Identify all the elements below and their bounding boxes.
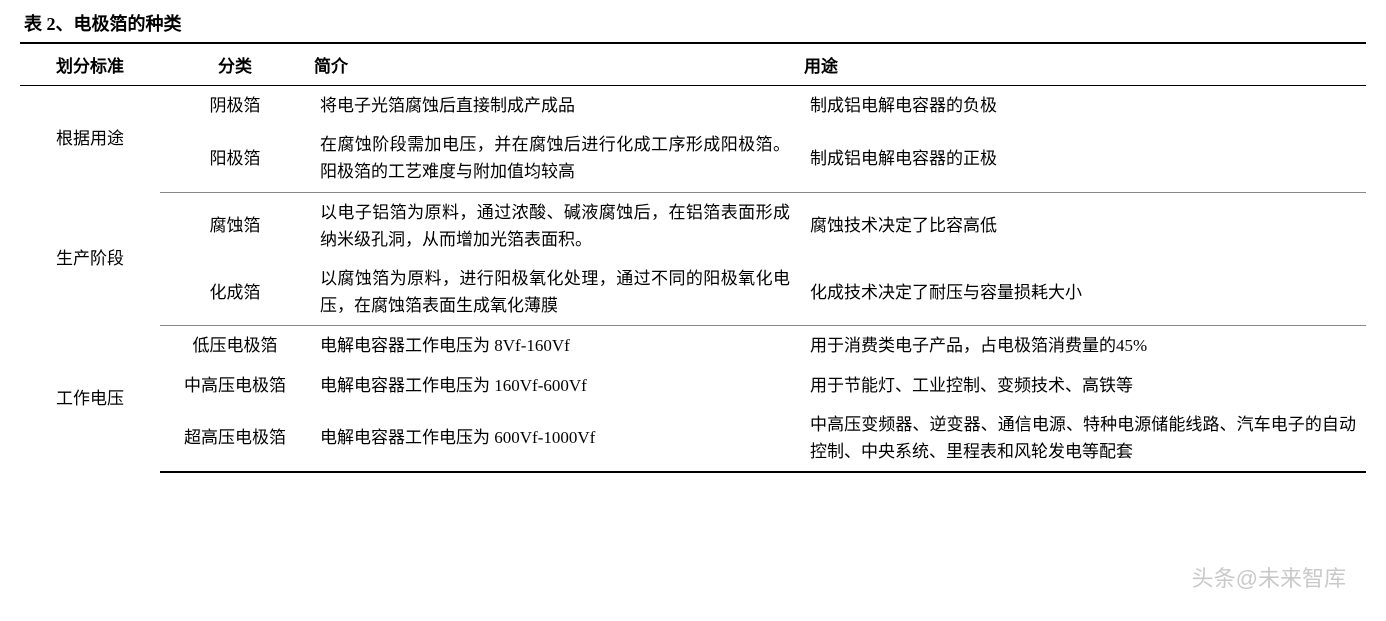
header-standard: 划分标准 (20, 43, 160, 86)
cell-intro: 将电子光箔腐蚀后直接制成产成品 (310, 86, 800, 126)
table-row: 化成箔 以腐蚀箔为原料，进行阳极氧化处理，通过不同的阳极氧化电压，在腐蚀箔表面生… (20, 259, 1366, 326)
cell-intro: 以电子铝箔为原料，通过浓酸、碱液腐蚀后，在铝箔表面形成纳米级孔洞，从而增加光箔表… (310, 192, 800, 259)
cell-standard: 生产阶段 (20, 192, 160, 326)
cell-use: 用于节能灯、工业控制、变频技术、高铁等 (800, 366, 1366, 405)
header-intro: 简介 (310, 43, 800, 86)
cell-category: 中高压电极箔 (160, 366, 310, 405)
cell-use: 制成铝电解电容器的负极 (800, 86, 1366, 126)
cell-use: 制成铝电解电容器的正极 (800, 125, 1366, 192)
table-row: 中高压电极箔 电解电容器工作电压为 160Vf-600Vf 用于节能灯、工业控制… (20, 366, 1366, 405)
electrode-foil-table: 划分标准 分类 简介 用途 根据用途 阴极箔 将电子光箔腐蚀后直接制成产成品 制… (20, 42, 1366, 473)
cell-category: 阴极箔 (160, 86, 310, 126)
cell-category: 低压电极箔 (160, 326, 310, 366)
cell-category: 超高压电极箔 (160, 405, 310, 472)
table-row: 阳极箔 在腐蚀阶段需加电压，并在腐蚀后进行化成工序形成阳极箔。阳极箔的工艺难度与… (20, 125, 1366, 192)
cell-intro: 以腐蚀箔为原料，进行阳极氧化处理，通过不同的阳极氧化电压，在腐蚀箔表面生成氧化薄… (310, 259, 800, 326)
table-row: 超高压电极箔 电解电容器工作电压为 600Vf-1000Vf 中高压变频器、逆变… (20, 405, 1366, 472)
cell-intro: 电解电容器工作电压为 8Vf-160Vf (310, 326, 800, 366)
cell-standard: 工作电压 (20, 326, 160, 472)
cell-intro: 电解电容器工作电压为 600Vf-1000Vf (310, 405, 800, 472)
table-row: 根据用途 阴极箔 将电子光箔腐蚀后直接制成产成品 制成铝电解电容器的负极 (20, 86, 1366, 126)
cell-category: 阳极箔 (160, 125, 310, 192)
header-category: 分类 (160, 43, 310, 86)
cell-standard: 根据用途 (20, 86, 160, 193)
cell-use: 化成技术决定了耐压与容量损耗大小 (800, 259, 1366, 326)
cell-intro: 电解电容器工作电压为 160Vf-600Vf (310, 366, 800, 405)
table-row: 生产阶段 腐蚀箔 以电子铝箔为原料，通过浓酸、碱液腐蚀后，在铝箔表面形成纳米级孔… (20, 192, 1366, 259)
cell-intro: 在腐蚀阶段需加电压，并在腐蚀后进行化成工序形成阳极箔。阳极箔的工艺难度与附加值均… (310, 125, 800, 192)
cell-use: 用于消费类电子产品，占电极箔消费量的45% (800, 326, 1366, 366)
cell-use: 中高压变频器、逆变器、通信电源、特种电源储能线路、汽车电子的自动控制、中央系统、… (800, 405, 1366, 472)
table-header-row: 划分标准 分类 简介 用途 (20, 43, 1366, 86)
table-row: 工作电压 低压电极箔 电解电容器工作电压为 8Vf-160Vf 用于消费类电子产… (20, 326, 1366, 366)
table-title: 表 2、电极箔的种类 (20, 10, 1366, 36)
cell-use: 腐蚀技术决定了比容高低 (800, 192, 1366, 259)
cell-category: 腐蚀箔 (160, 192, 310, 259)
cell-category: 化成箔 (160, 259, 310, 326)
watermark-text: 头条@未来智库 (1192, 561, 1346, 593)
header-use: 用途 (800, 43, 1366, 86)
